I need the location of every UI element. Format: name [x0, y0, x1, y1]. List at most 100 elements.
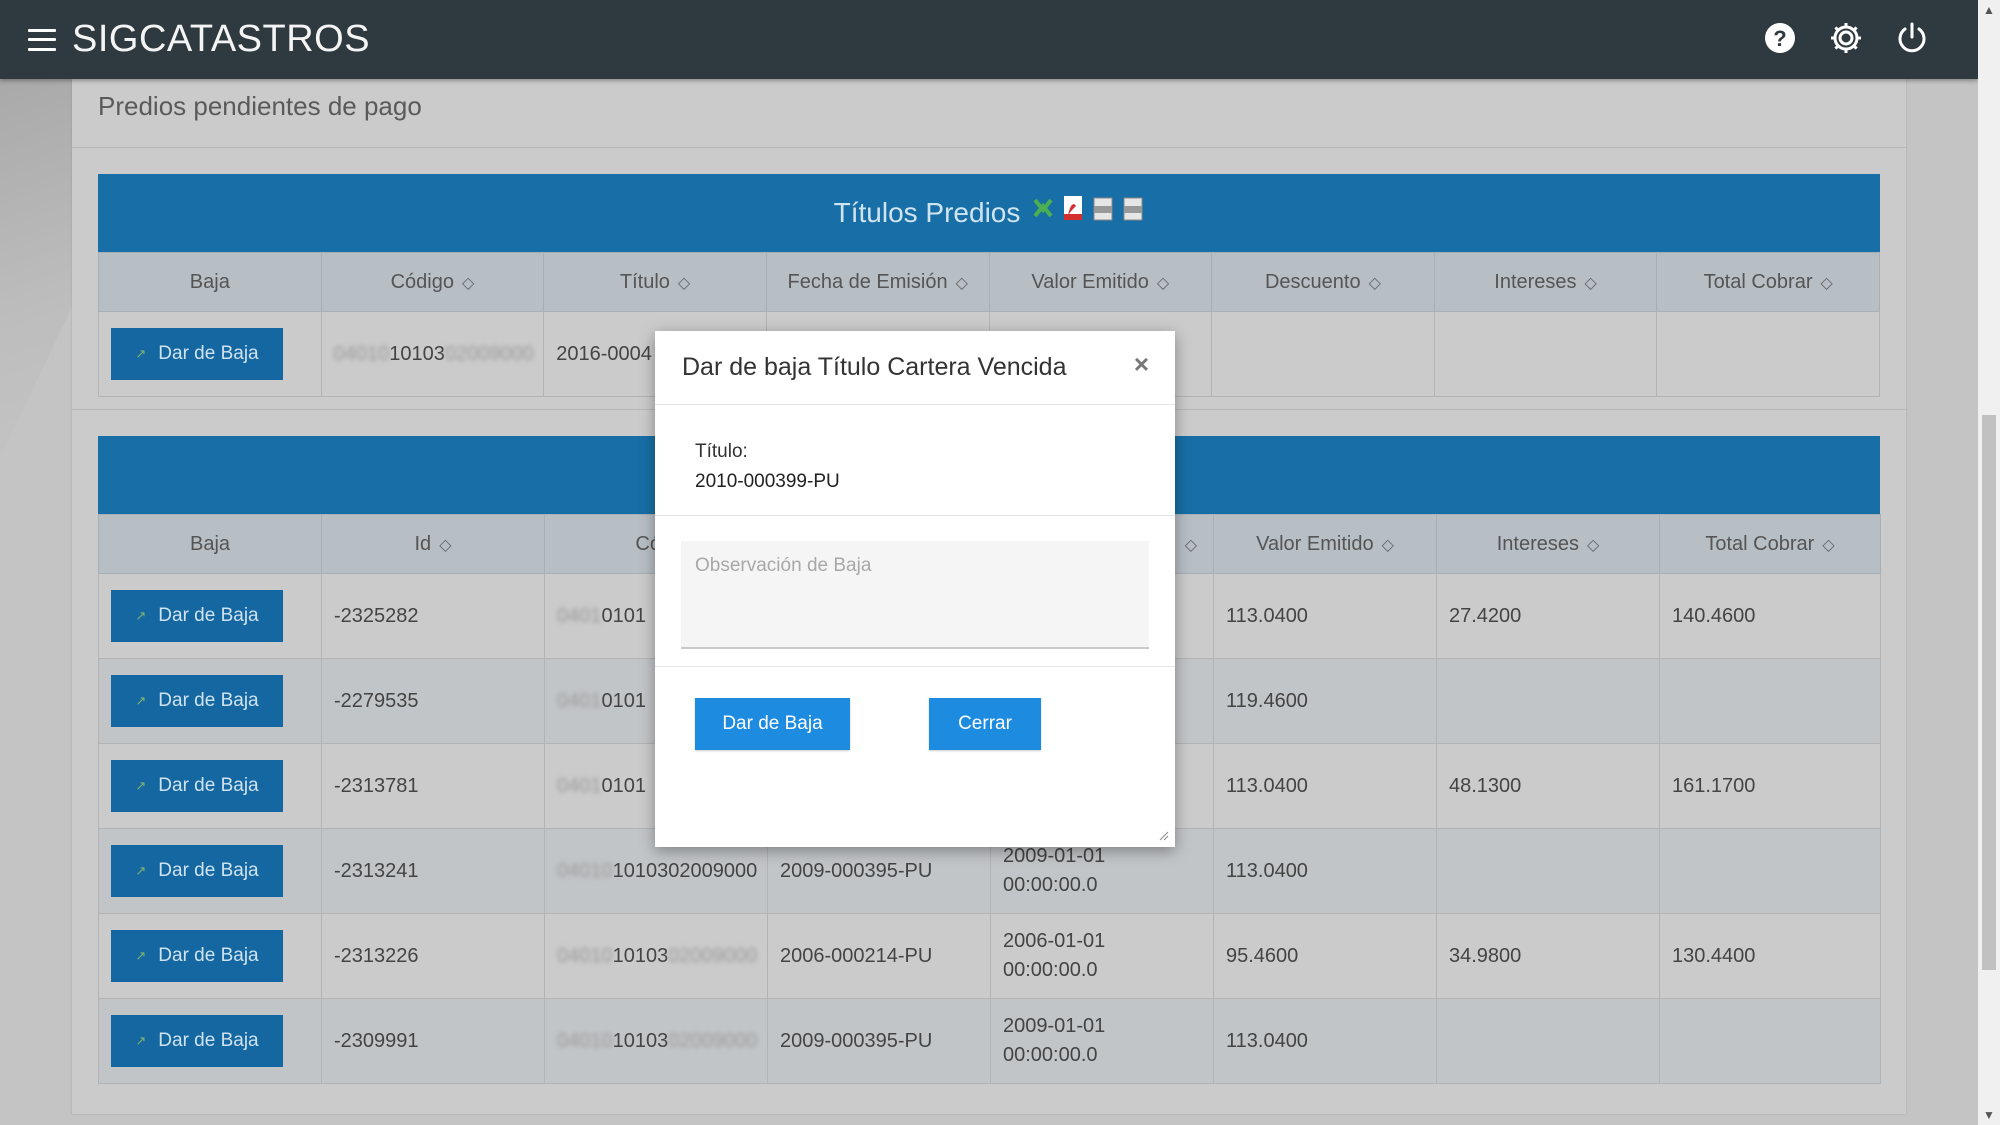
total-cell: [1659, 658, 1881, 744]
intereses-cell: 48.1300: [1436, 743, 1660, 829]
svg-text:?: ?: [1773, 26, 1786, 51]
arrow-icon: ↗: [135, 778, 147, 793]
export-xls-icon[interactable]: [1032, 194, 1054, 222]
hamburger-menu-icon[interactable]: [28, 28, 56, 51]
titulo-value: 2010-000399-PU: [695, 471, 840, 492]
observacion-textarea[interactable]: [681, 541, 1149, 649]
col-id[interactable]: Id ◇: [321, 514, 545, 574]
titulos-title: Títulos Predios: [833, 197, 1021, 228]
col-total[interactable]: Total Cobrar ◇: [1659, 514, 1881, 574]
sort-icon: ◇: [1156, 274, 1170, 292]
col-total[interactable]: Total Cobrar ◇: [1656, 252, 1880, 312]
export-csv-icon[interactable]: [1092, 194, 1114, 222]
sort-icon: ◇: [1822, 536, 1835, 554]
export-xml-icon[interactable]: [1122, 194, 1144, 222]
cartera-table: Baja Id◇ Códi ◇ Valor Emitido◇ Intereses…: [98, 514, 1881, 1084]
dar-de-baja-button[interactable]: ↗ Dar de Baja: [111, 930, 283, 982]
titulo-label: Título:: [695, 441, 748, 462]
intereses-cell: 34.9800: [1436, 913, 1660, 999]
col-fecha[interactable]: Fecha de Emisión ◇: [765, 252, 990, 312]
id-cell: -2313241: [321, 828, 545, 914]
sort-icon: ◇: [1368, 274, 1381, 292]
power-icon[interactable]: [1892, 18, 1932, 58]
confirm-baja-button[interactable]: Dar de Baja: [695, 698, 850, 750]
col-intereses[interactable]: Intereses ◇: [1436, 514, 1660, 574]
sort-icon: ◇: [461, 274, 475, 292]
gear-icon[interactable]: [1826, 18, 1866, 58]
fecha-cell: 2009-01-01 00:00:00.0: [990, 998, 1214, 1084]
valor-cell: 95.4600: [1213, 913, 1437, 999]
sort-icon: ◇: [1584, 274, 1597, 292]
intereses-cell: [1436, 658, 1660, 744]
arrow-icon: ↗: [135, 948, 147, 963]
background-shape: [0, 79, 72, 459]
table-row: ↗ Dar de Baja -2309991 040101010302009000 20…: [98, 998, 1881, 1084]
valor-cell: 119.4600: [1213, 658, 1437, 744]
resize-grip-icon[interactable]: [1159, 831, 1169, 841]
dar-de-baja-button[interactable]: ↗ Dar de Baja: [111, 845, 283, 897]
scroll-up-icon[interactable]: ▲: [1983, 3, 1995, 17]
help-icon[interactable]: ?: [1760, 18, 1800, 58]
valor-cell: 113.0400: [1213, 998, 1437, 1084]
total-cell: 130.4400: [1659, 913, 1881, 999]
titulos-header: Títulos Predios: [98, 174, 1880, 252]
codigo-cell: 040101010302009000: [544, 998, 768, 1084]
scroll-thumb[interactable]: [1982, 415, 1996, 970]
close-icon[interactable]: ×: [1133, 349, 1149, 379]
dar-de-baja-button[interactable]: ↗ Dar de Baja: [111, 675, 283, 727]
valor-cell: 113.0400: [1213, 573, 1437, 659]
export-pdf-icon[interactable]: [1062, 194, 1084, 222]
col-codigo[interactable]: Código ◇: [320, 252, 545, 312]
modal-info: Título: 2010-000399-PU: [655, 405, 1175, 516]
app-title: SIGCATASTROS: [72, 18, 371, 60]
valor-cell: 113.0400: [1213, 828, 1437, 914]
dar-de-baja-modal: Dar de baja Título Cartera Vencida × Tít…: [655, 331, 1175, 847]
arrow-icon: ↗: [135, 863, 147, 878]
total-cell: [1659, 828, 1881, 914]
id-cell: -2313226: [321, 913, 545, 999]
total-cell: 161.1700: [1659, 743, 1881, 829]
table-row: ↗ Dar de Baja -2313226 040101010302009000 20…: [98, 913, 1881, 999]
sort-icon: ◇: [677, 274, 691, 292]
intereses-cell: [1436, 828, 1660, 914]
sort-icon: ◇: [439, 536, 452, 554]
col-descuento[interactable]: Descuento ◇: [1211, 252, 1435, 312]
dar-de-baja-button[interactable]: ↗ Dar de Baja: [111, 590, 283, 642]
sort-icon: ◇: [1820, 274, 1833, 292]
arrow-icon: ↗: [135, 1033, 147, 1048]
sort-icon: ◇: [1184, 536, 1197, 554]
arrow-icon: ↗: [135, 693, 147, 708]
dar-de-baja-button[interactable]: ↗ Dar de Baja: [111, 760, 283, 812]
fecha-cell: 2006-01-01 00:00:00.0: [990, 913, 1214, 999]
total-cell: 140.4600: [1659, 573, 1881, 659]
modal-header: Dar de baja Título Cartera Vencida ×: [655, 331, 1175, 405]
divider: [72, 147, 1906, 148]
page-title: Predios pendientes de pago: [98, 91, 422, 121]
titulo-cell: 2006-000214-PU: [767, 913, 991, 999]
id-cell: -2325282: [321, 573, 545, 659]
titulo-cell: 2009-000395-PU: [767, 998, 991, 1084]
col-titulo[interactable]: Título ◇: [543, 252, 767, 312]
col-valor[interactable]: Valor Emitido ◇: [1213, 514, 1437, 574]
cerrar-button[interactable]: Cerrar: [929, 698, 1041, 750]
top-bar: SIGCATASTROS ?: [0, 0, 1978, 79]
intereses-cell: [1436, 998, 1660, 1084]
col-baja: Baja: [98, 252, 322, 312]
id-cell: -2279535: [321, 658, 545, 744]
arrow-icon: ↗: [135, 346, 147, 361]
dar-de-baja-button[interactable]: ↗ Dar de Baja: [111, 328, 283, 380]
scroll-down-icon[interactable]: ▼: [1983, 1108, 1995, 1122]
col-valor[interactable]: Valor Emitido ◇: [988, 252, 1213, 312]
valor-cell: 113.0400: [1213, 743, 1437, 829]
scrollbar[interactable]: ▲ ▼: [1978, 0, 2000, 1125]
total-cell: [1659, 998, 1881, 1084]
col-intereses[interactable]: Intereses ◇: [1433, 252, 1658, 312]
sort-icon: ◇: [955, 274, 968, 292]
id-cell: -2313781: [321, 743, 545, 829]
id-cell: -2309991: [321, 998, 545, 1084]
sort-icon: ◇: [1586, 536, 1600, 554]
modal-title: Dar de baja Título Cartera Vencida: [682, 353, 1067, 381]
cartera-table-block: Baja Id◇ Códi ◇ Valor Emitido◇ Intereses…: [98, 436, 1881, 1084]
intereses-cell: 27.4200: [1436, 573, 1660, 659]
dar-de-baja-button[interactable]: ↗ Dar de Baja: [111, 1015, 283, 1067]
